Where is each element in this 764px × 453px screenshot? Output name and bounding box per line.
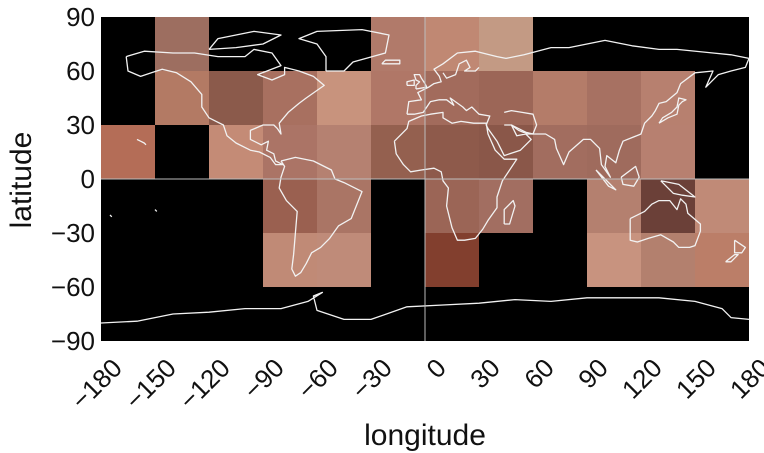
grid-cell [641,233,695,287]
x-tick-label: 120 [616,353,668,405]
grid-cell [425,125,479,179]
y-tick-label: 60 [66,56,95,86]
x-tick-label: −120 [173,353,236,416]
grid-cell [101,125,155,179]
grid-cell [155,17,209,71]
x-tick-label: −150 [119,353,182,416]
y-axis-ticks: 90 60 30 0 −30 −60 −90 [51,2,95,356]
grid-cell [209,125,263,179]
y-tick-label: −60 [51,272,95,302]
grid-cell [425,71,479,125]
x-tick-label: −60 [291,353,343,405]
grid-cells [101,17,749,287]
x-tick-label: 90 [572,353,614,395]
grid-cell [695,179,749,233]
y-tick-label: 90 [66,2,95,32]
y-tick-label: −90 [51,326,95,356]
x-tick-label: −30 [345,353,397,405]
grid-cell [425,17,479,71]
grid-cell [371,125,425,179]
grid-cell [155,71,209,125]
grid-cell [533,125,587,179]
grid-cell [371,71,425,125]
coastline [725,253,739,263]
x-tick-label: 0 [420,353,451,384]
y-axis-title: latitude [5,132,38,229]
coastline [406,39,750,178]
coastline [298,28,390,72]
x-axis-ticks: −180−150−120 −90 −60 −30 0 30 60 90 120 150 180 [65,353,764,416]
grid-cell [479,71,533,125]
coastline [504,109,538,135]
coastline [100,291,750,324]
grid-cell [479,17,533,71]
coastlines [100,28,750,324]
grid-cell [587,71,641,125]
coastline [658,97,687,124]
x-tick-label: 60 [518,353,560,395]
grid-cell [425,233,479,287]
coastline [136,138,147,146]
coastline [442,59,480,79]
y-tick-label: 30 [66,110,95,140]
grid-cell [263,179,317,233]
x-tick-label: −180 [65,353,128,416]
coastline [595,169,617,191]
coastline [109,214,113,218]
grid-cell [425,179,479,233]
grid-cell [695,233,749,287]
grid-cell [209,71,263,125]
coastline [503,199,516,225]
x-axis-title: longitude [364,419,486,452]
coastline [413,73,428,90]
x-tick-label: 180 [724,353,764,405]
grid-cell [317,179,371,233]
grid-cell [263,233,317,287]
coastline [660,180,696,198]
grid-cell [479,179,533,233]
coastline [125,48,325,166]
x-tick-label: 150 [670,353,722,405]
coastline [208,30,282,51]
x-tick-label: −90 [237,353,289,405]
coastline [381,59,401,65]
grid-cell [317,71,371,125]
grid-cell [641,125,695,179]
coastline [733,239,747,254]
coastline [620,165,640,187]
grid-cell [263,125,317,179]
coastline [154,209,158,212]
grid-cell [317,233,371,287]
grid-cell [371,17,425,71]
coastline [406,79,415,87]
y-tick-label: −30 [51,218,95,248]
coastline [393,111,518,241]
grid-cell [587,233,641,287]
grid-cell [587,125,641,179]
grid-cell [533,71,587,125]
coastline [629,198,702,249]
grid-cell [317,125,371,179]
x-tick-label: 30 [464,353,506,395]
y-tick-label: 0 [81,164,95,194]
map-plot-area [100,17,750,341]
